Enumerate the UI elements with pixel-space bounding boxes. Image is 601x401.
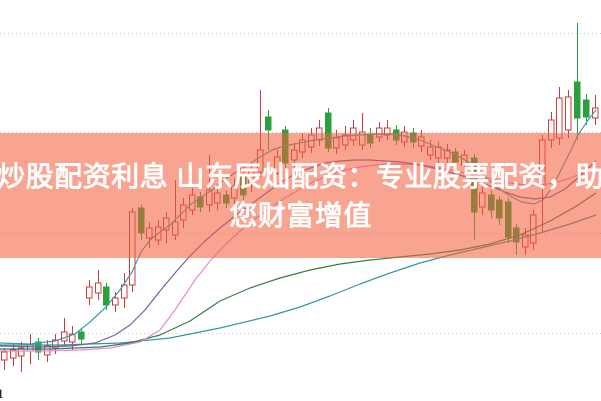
candle-body-down xyxy=(265,116,272,131)
candle-body-up xyxy=(112,297,119,306)
banner-title-line-2: 您财富增值 xyxy=(229,199,372,231)
candle-body-up xyxy=(121,284,128,299)
candle-body-down xyxy=(103,286,110,306)
candle-body-up xyxy=(556,97,563,139)
candle-body-up xyxy=(52,339,59,349)
candle-body-up xyxy=(592,107,599,119)
banner-title-line-1: 炒股配资利息 山东辰灿配资：专业股票配资，助 xyxy=(0,160,601,192)
candle-body-up xyxy=(95,282,102,294)
candle-body-up xyxy=(10,349,17,359)
candle-body-up xyxy=(565,96,572,131)
candle-body-up xyxy=(18,347,25,357)
candle-body-down xyxy=(78,331,85,340)
candle-body-down xyxy=(574,81,581,119)
candle-body-down xyxy=(583,99,590,118)
promo-banner-overlay: 炒股配资利息 山东辰灿配资：专业股票配资，助 您财富增值 xyxy=(0,133,601,258)
candle-body-up xyxy=(1,351,8,361)
candle-body-up xyxy=(86,286,93,299)
candle-body-up xyxy=(69,333,76,343)
corner-watermark-glyph: 1 xyxy=(0,386,4,401)
